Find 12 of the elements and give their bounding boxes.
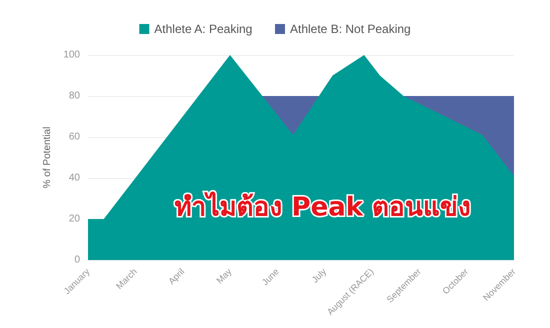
annotation: ทำไมต้อง Peak ตอนแข่ง <box>174 190 472 222</box>
x-tick-label: July <box>310 266 329 285</box>
y-tick-label: 0 <box>74 254 80 266</box>
x-tick-label: May <box>214 266 234 286</box>
legend-label: Athlete A: Peaking <box>154 22 252 36</box>
y-tick-label: 80 <box>68 90 80 102</box>
y-axis-title: % of Potential <box>42 126 53 188</box>
y-tick-label: 20 <box>68 214 80 224</box>
y-tick-label: 100 <box>63 50 80 60</box>
y-tick-label: 60 <box>68 132 80 142</box>
y-tick-label: 40 <box>68 172 80 184</box>
legend-label: Athlete B: Not Peaking <box>290 22 411 36</box>
